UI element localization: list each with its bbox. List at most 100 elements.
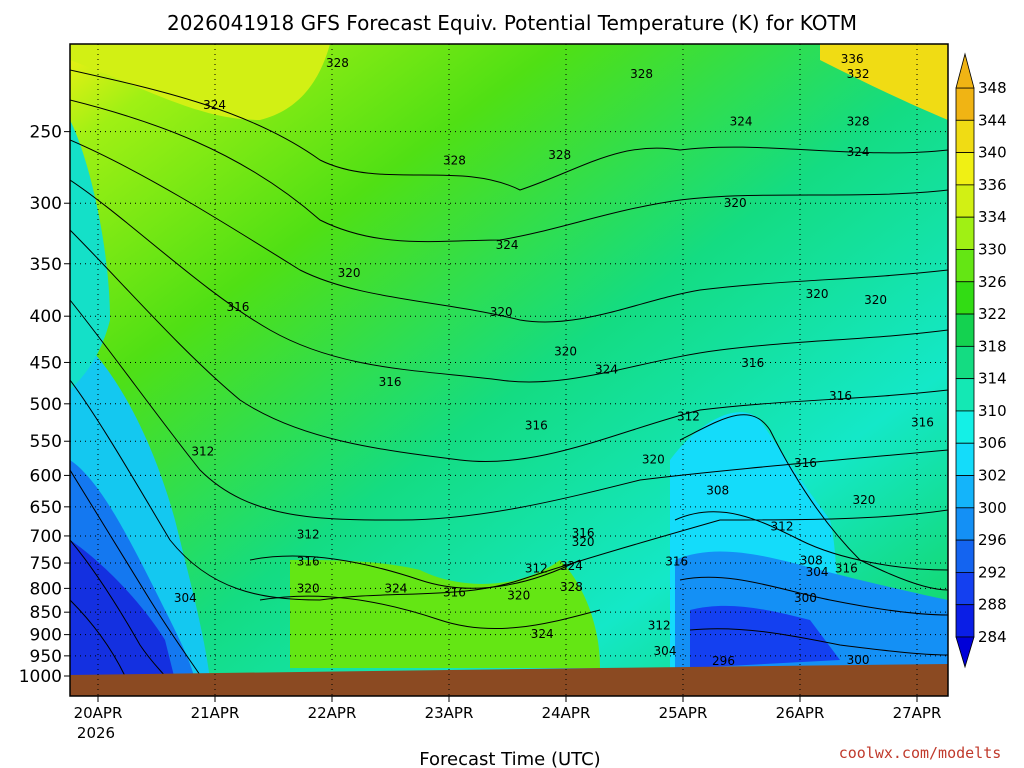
colorbar-tick-label: 300 <box>978 499 1007 517</box>
contour-label: 324 <box>560 559 583 573</box>
contour-label: 324 <box>730 114 753 128</box>
colorbar-segment <box>955 249 975 283</box>
contour-label: 320 <box>490 305 513 319</box>
y-tick-label: 950 <box>30 647 62 667</box>
contour-label: 316 <box>829 389 852 403</box>
y-tick-label: 350 <box>30 255 62 275</box>
warm-region-lower-middle <box>290 560 600 668</box>
contour-label: 312 <box>648 618 671 632</box>
contour-label: 320 <box>554 344 577 358</box>
colorbar-segment <box>955 539 975 573</box>
colorbar-segment <box>955 604 975 638</box>
x-tick-label: 23APR <box>425 704 474 722</box>
colorbar-tick-label: 348 <box>978 79 1007 97</box>
y-tick-label: 300 <box>30 194 62 214</box>
colorbar-segment <box>955 475 975 509</box>
colorbar-tick-label: 322 <box>978 305 1007 323</box>
contour-label: 320 <box>864 293 887 307</box>
colorbar-top-arrow <box>955 52 975 89</box>
colorbar-tick-label: 296 <box>978 531 1007 549</box>
contour-label: 328 <box>560 580 583 594</box>
contour-label: 312 <box>677 410 700 424</box>
colorbar-segment <box>955 87 975 121</box>
colorbar-tick-label: 326 <box>978 273 1007 291</box>
contour-label: 312 <box>525 561 548 575</box>
contour-label: 312 <box>771 519 794 533</box>
contour-label: 336 <box>841 52 864 66</box>
colorbar-segment <box>955 281 975 315</box>
colorbar-tick-label: 334 <box>978 208 1007 226</box>
y-axis: 250 300 350 400 450 500 550 600 650 700 750 800 850 9… <box>19 123 70 687</box>
y-tick-label: 550 <box>30 432 62 452</box>
contour-label: 328 <box>443 154 466 168</box>
contour-label: 320 <box>852 493 875 507</box>
x-tick-label: 25APR <box>659 704 708 722</box>
colorbar-tick-label: 314 <box>978 370 1007 388</box>
contour-label: 320 <box>507 589 530 603</box>
contour-label: 300 <box>794 591 817 605</box>
colorbar-tick-label: 306 <box>978 434 1007 452</box>
colorbar-tick-label: 284 <box>978 628 1007 646</box>
y-tick-label: 1000 <box>19 667 62 687</box>
y-tick-label: 900 <box>30 626 62 646</box>
x-tick-label: 20APR <box>74 704 123 722</box>
x-tick-label: 27APR <box>893 704 942 722</box>
colorbar-segment <box>955 442 975 476</box>
y-tick-label: 850 <box>30 603 62 623</box>
x-tick-label: 26APR <box>776 704 825 722</box>
colorbar-tick-label: 340 <box>978 144 1007 162</box>
contour-label: 328 <box>847 114 870 128</box>
colorbar-tick-label: 330 <box>978 240 1007 258</box>
y-tick-label: 650 <box>30 498 62 518</box>
x-tick-label: 21APR <box>191 704 240 722</box>
contour-label: 316 <box>572 526 595 540</box>
contour-label: 304 <box>174 591 197 605</box>
contour-label: 304 <box>806 565 829 579</box>
y-tick-label: 250 <box>30 123 62 143</box>
contour-lines <box>70 69 948 677</box>
contour-label: 320 <box>806 287 829 301</box>
colorbar-segment <box>955 119 975 153</box>
ground-surface <box>70 664 948 696</box>
x-gridlines <box>97 44 918 696</box>
contour-label: 324 <box>595 363 618 377</box>
contour-label: 316 <box>297 555 320 569</box>
plot-area <box>70 44 948 696</box>
colorbar-bottom-arrow <box>955 636 975 669</box>
contour-label: 320 <box>642 452 665 466</box>
colorbar: 348 344 340 336 334 330 326 322 318 314 310 306 302 3… <box>955 52 1007 669</box>
colorbar-tick-label: 302 <box>978 467 1007 485</box>
colorbar-segment <box>955 572 975 606</box>
y-tick-label: 400 <box>30 307 62 327</box>
x-axis-label: Forecast Time (UTC) <box>419 749 600 768</box>
contour-label: 324 <box>496 238 519 252</box>
contour-label: 328 <box>326 56 349 70</box>
contour-label: 320 <box>724 196 747 210</box>
colorbar-segment <box>955 184 975 218</box>
colorbar-segment <box>955 345 975 380</box>
contour-label: 316 <box>443 586 466 600</box>
contour-label: 320 <box>297 581 320 595</box>
contour-label: 308 <box>800 554 823 568</box>
contour-label: 324 <box>847 145 870 159</box>
contour-label: 316 <box>794 456 817 470</box>
contour-label: 296 <box>712 654 735 668</box>
x-tick-label: 24APR <box>542 704 591 722</box>
credit-text: coolwx.com/modelts <box>839 744 1002 762</box>
contour-label: 324 <box>203 98 226 112</box>
colorbar-tick-label: 336 <box>978 176 1007 194</box>
warm-region-top-right <box>820 44 948 120</box>
colorbar-segment <box>955 378 975 412</box>
contour-label: 316 <box>911 416 934 430</box>
colorbar-tick-label: 344 <box>978 111 1007 129</box>
contour-label: 304 <box>654 644 677 658</box>
y-tick-label: 800 <box>30 579 62 599</box>
x-tick-label: 22APR <box>308 704 357 722</box>
contour-label: 316 <box>665 555 688 569</box>
colorbar-segment <box>955 410 975 444</box>
y-tick-label: 450 <box>30 353 62 373</box>
colorbar-tick-label: 318 <box>978 337 1007 355</box>
colorbar-segment <box>955 152 975 186</box>
